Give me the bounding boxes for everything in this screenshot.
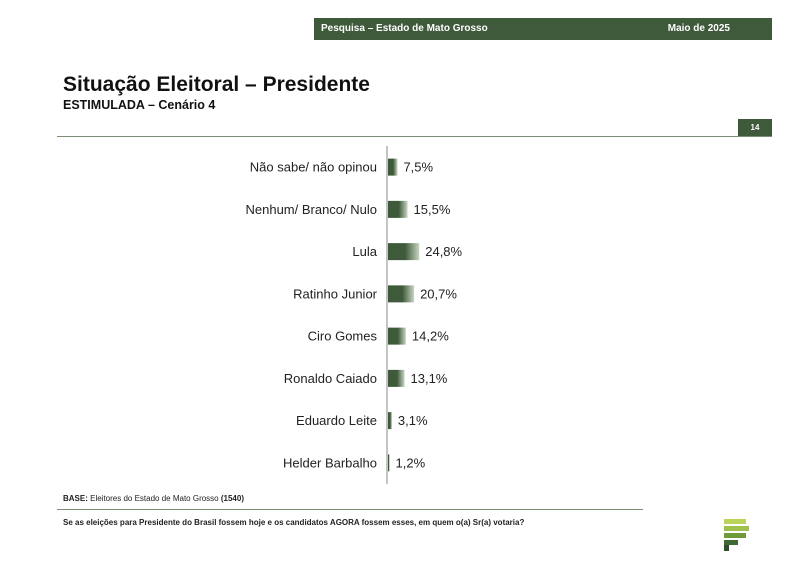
survey-date: Maio de 2025 [667,23,730,34]
base-label: BASE: [63,494,88,503]
bar [388,200,408,218]
category-label: Não sabe/ não opinou [250,160,377,175]
value-label: 14,2% [412,329,449,344]
base-text: Eleitores do Estado de Mato Grosso [87,494,221,503]
category-label: Nenhum/ Branco/ Nulo [245,202,377,217]
bar [388,158,398,176]
category-label: Ratinho Junior [293,286,377,301]
bar [388,369,405,387]
bar [388,454,390,472]
value-label: 20,7% [420,286,457,301]
base-note: BASE: Eleitores do Estado de Mato Grosso… [63,494,244,503]
category-label: Lula [352,244,377,259]
category-label: Ronaldo Caiado [284,371,377,386]
survey-question: Se as eleições para Presidente do Brasil… [63,518,525,527]
bar [388,285,415,303]
bar [388,243,420,261]
bar [388,327,406,345]
bottom-divider [57,509,643,510]
header-bar: Pesquisa – Estado de Mato Grosso Maio de… [314,18,772,40]
survey-title: Pesquisa – Estado de Mato Grosso [321,23,488,34]
value-label: 3,1% [398,413,428,428]
value-label: 15,5% [414,202,451,217]
page-number-badge: 14 [738,119,772,136]
value-label: 1,2% [396,455,426,470]
value-label: 7,5% [403,160,433,175]
top-divider [57,136,772,137]
value-label: 24,8% [425,244,462,259]
page-subtitle: ESTIMULADA – Cenário 4 [63,98,216,112]
page-title: Situação Eleitoral – Presidente [63,73,370,96]
category-label: Eduardo Leite [296,413,377,428]
category-label: Ciro Gomes [308,329,378,344]
value-label: 13,1% [411,371,448,386]
category-label: Helder Barbalho [283,455,377,470]
base-n: (1540) [220,494,244,503]
brand-logo [724,519,749,551]
bar [388,412,392,430]
